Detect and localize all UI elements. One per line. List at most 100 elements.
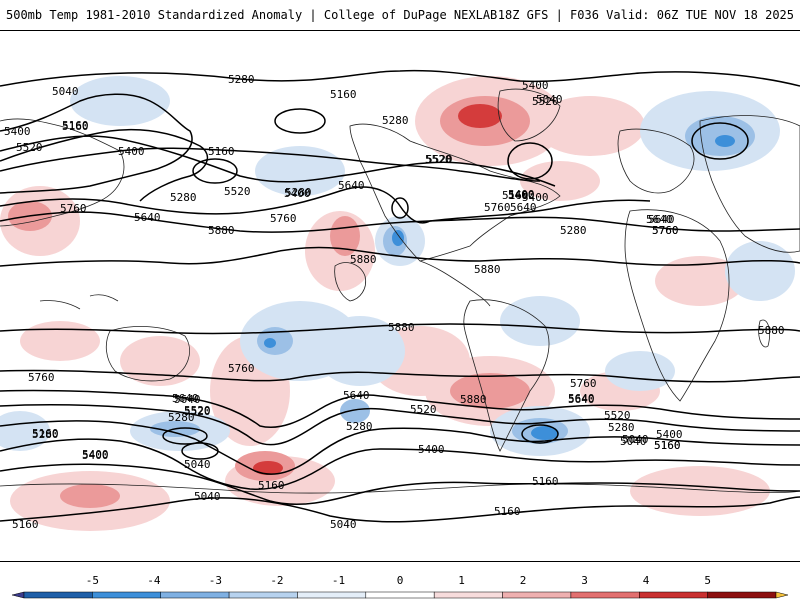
cold-anomaly-area <box>605 351 675 391</box>
contour-label: 5520 <box>426 153 453 166</box>
contour-label: 5280 <box>285 186 312 199</box>
colorbar-segment <box>707 591 777 599</box>
contour-label: 5400 <box>4 125 31 138</box>
contour-5640-line <box>0 186 651 224</box>
contour-label: 5400 <box>284 187 311 200</box>
contour-label: 5160 <box>654 439 681 452</box>
contour-5400-line <box>0 147 541 182</box>
contour-label: 5880 <box>474 263 501 276</box>
contour-5880-line <box>0 246 800 267</box>
contour-label: 5160 <box>494 505 521 518</box>
warm-anomaly-area <box>535 96 645 156</box>
cold-anomaly-core <box>340 399 370 423</box>
colorbar-tick-label: 3 <box>581 574 588 587</box>
warm-anomaly-area <box>20 321 100 361</box>
colorbar-segments <box>11 591 789 599</box>
contour-label: 5760 <box>570 377 597 390</box>
contour-label: 5040 <box>620 435 647 448</box>
colorbar-tick-label: 0 <box>397 574 404 587</box>
colorbar-segment <box>570 591 640 599</box>
colorbar-max-arrow <box>775 591 789 599</box>
contour-label: 5760 <box>484 201 511 214</box>
height-contours <box>0 69 800 523</box>
coastlines <box>0 88 800 494</box>
contour-label: 5760 <box>60 202 87 215</box>
colorbar-tick-label: 1 <box>458 574 465 587</box>
closed-low-contour <box>507 142 553 180</box>
colorbar-segment <box>297 591 367 599</box>
contour-label: 5280 <box>608 421 635 434</box>
contour-label: 5280 <box>382 114 409 127</box>
contour-label: 5640 <box>343 389 370 402</box>
contour-label: 5040 <box>52 85 79 98</box>
contour-5880-south-line <box>0 323 800 335</box>
closed-low-contour <box>274 108 326 134</box>
colorbar-tick-label: -5 <box>86 574 99 587</box>
contour-label: 5520 <box>410 403 437 416</box>
asia-east-outline <box>0 118 125 227</box>
colorbar-segment <box>365 591 435 599</box>
contour-label: 5520 <box>16 141 43 154</box>
cold-anomaly-peak <box>264 338 276 348</box>
contour-label: 5520 <box>425 153 452 166</box>
contour-label: 5640 <box>134 211 161 224</box>
contour-label: 5160 <box>258 479 285 492</box>
contour-label: 5520 <box>604 409 631 422</box>
contour-label: 5520 <box>224 185 251 198</box>
europe-outline <box>617 128 695 194</box>
contour-label: 5760 <box>270 212 297 225</box>
colorbar-tick-label: 2 <box>520 574 527 587</box>
contour-label: 5760 <box>652 224 679 237</box>
contour-label: 5400 <box>508 188 535 201</box>
contour-label: 5400 <box>118 145 145 158</box>
contour-label: 5040 <box>330 518 357 531</box>
contour-label: 5160 <box>502 189 529 202</box>
colorbar-canvas: -5 -4 -3 -2 -1 0 1 2 3 4 5 <box>11 574 789 599</box>
colorbar-segment <box>160 591 230 599</box>
contour-5160-polar-line <box>0 496 800 523</box>
contour-label: 5880 <box>388 321 415 334</box>
contour-label: 5280 <box>560 224 587 237</box>
cold-anomaly-peak <box>392 230 404 246</box>
warm-anomaly-area <box>655 256 745 306</box>
south-america-outline <box>463 299 550 452</box>
contour-label: 5160 <box>330 88 357 101</box>
contour-label: 5880 <box>208 224 235 237</box>
colorbar-segment <box>502 591 572 599</box>
cold-anomaly-area <box>70 76 170 126</box>
warm-anomaly-area <box>520 161 600 201</box>
contour-5280-south-line <box>0 420 800 475</box>
contour-5640-south-line <box>0 389 800 429</box>
contour-5040-line <box>0 69 800 87</box>
closed-low-contour <box>391 197 409 219</box>
colorbar-min-arrow <box>11 591 25 599</box>
colorbar-segment <box>92 591 161 599</box>
asia-outline <box>699 115 800 253</box>
contour-5520-south-line <box>0 404 800 446</box>
africa-outline <box>624 209 730 402</box>
closed-low-contour <box>521 424 559 444</box>
central-america-outline <box>419 260 491 307</box>
anomaly-map: 5040 5280 5160 5400 5520 5280 5160 5280 … <box>0 30 800 562</box>
colorbar-segment <box>228 591 298 599</box>
contour-5160-south-line <box>0 438 800 490</box>
cold-anomaly-area <box>0 411 50 451</box>
warm-anomaly-core <box>330 216 360 256</box>
closed-low-contour <box>181 442 219 460</box>
greenland-outline <box>497 88 561 142</box>
contour-label: 5880 <box>460 393 487 406</box>
contour-5160-line <box>0 128 209 202</box>
contour-label: 5520 <box>532 95 559 108</box>
contour-label: 5040 <box>184 458 211 471</box>
contour-label: 5640 <box>568 392 595 405</box>
contour-label: 5520 <box>184 405 211 418</box>
warm-anomaly-peak <box>253 461 283 475</box>
contour-label: 5400 <box>508 189 535 202</box>
contour-label: 5280 <box>228 73 255 86</box>
cold-anomaly-peak <box>715 135 735 147</box>
contour-5280-line <box>0 93 193 194</box>
contour-label: 5880 <box>350 253 377 266</box>
cold-anomaly-area <box>255 146 345 196</box>
colorbar-segment <box>433 591 503 599</box>
closed-low-contour <box>162 427 208 445</box>
